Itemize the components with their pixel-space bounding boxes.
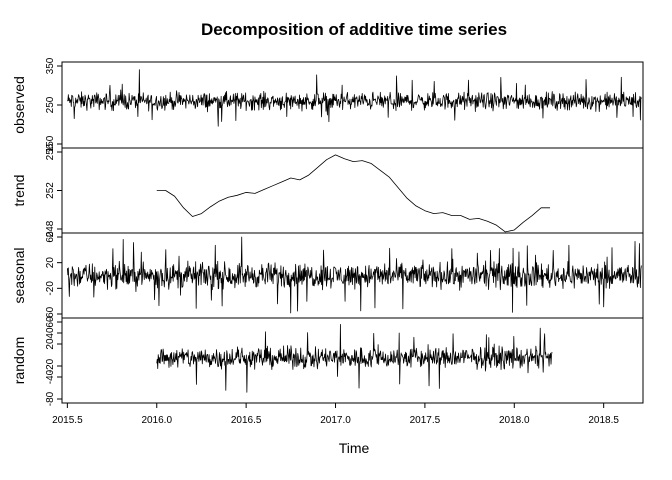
- y-axis-label-observed: observed: [11, 76, 27, 134]
- y-tick-label-random: -20: [45, 358, 56, 373]
- y-tick-label-random: 40: [45, 327, 56, 339]
- y-tick-label-trend: 256: [45, 143, 56, 160]
- y-tick-label-random: -80: [45, 391, 56, 406]
- chart-title: Decomposition of additive time series: [201, 20, 507, 39]
- x-tick-label: 2016.0: [141, 415, 172, 426]
- x-tick-label: 2017.5: [410, 415, 441, 426]
- y-tick-label-observed: 350: [45, 57, 56, 74]
- y-tick-label-trend: 252: [45, 182, 56, 199]
- panel-frame-trend: [61, 147, 644, 234]
- y-axis-label-trend: trend: [11, 175, 27, 207]
- y-tick-label-observed: 150: [45, 135, 56, 152]
- y-tick-label-seasonal: 20: [45, 257, 56, 269]
- x-tick-label: 2016.5: [231, 415, 262, 426]
- y-tick-label-seasonal: -60: [45, 306, 56, 321]
- series-line-seasonal: [66, 236, 642, 314]
- x-tick-label: 2017.0: [320, 415, 351, 426]
- y-tick-label-random: 60: [45, 316, 56, 328]
- y-tick-label-trend: 248: [45, 220, 56, 237]
- panel-observed: 150 250 350 observed: [11, 57, 644, 152]
- x-axis-label: Time: [339, 440, 370, 456]
- y-tick-label-seasonal: -20: [45, 281, 56, 296]
- y-axis-label-random: random: [11, 337, 27, 384]
- series-line-random: [156, 323, 553, 393]
- panels-group: 150 250 350 observed 248 252 256 trend -60 -20 20 6…: [11, 57, 644, 406]
- y-tick-label-seasonal: 60: [45, 231, 56, 243]
- panel-frame-random: [61, 317, 644, 404]
- x-tick-label: 2015.5: [52, 415, 83, 426]
- y-axis-label-seasonal: seasonal: [11, 247, 27, 303]
- series-line-observed: [67, 69, 642, 127]
- y-tick-label-observed: 250: [45, 96, 56, 113]
- series-line-trend: [156, 154, 551, 233]
- x-tick-label: 2018.0: [499, 415, 530, 426]
- x-axis: 2015.5 2016.0 2016.5 2017.0 2017.5 2018.0 2018…: [52, 403, 619, 426]
- y-tick-label-random: -40: [45, 369, 56, 384]
- panel-seasonal: -60 -20 20 60 seasonal: [11, 231, 644, 321]
- y-tick-label-random: 20: [45, 338, 56, 350]
- panel-trend: 248 252 256 trend: [11, 143, 644, 237]
- x-tick-label: 2018.5: [588, 415, 619, 426]
